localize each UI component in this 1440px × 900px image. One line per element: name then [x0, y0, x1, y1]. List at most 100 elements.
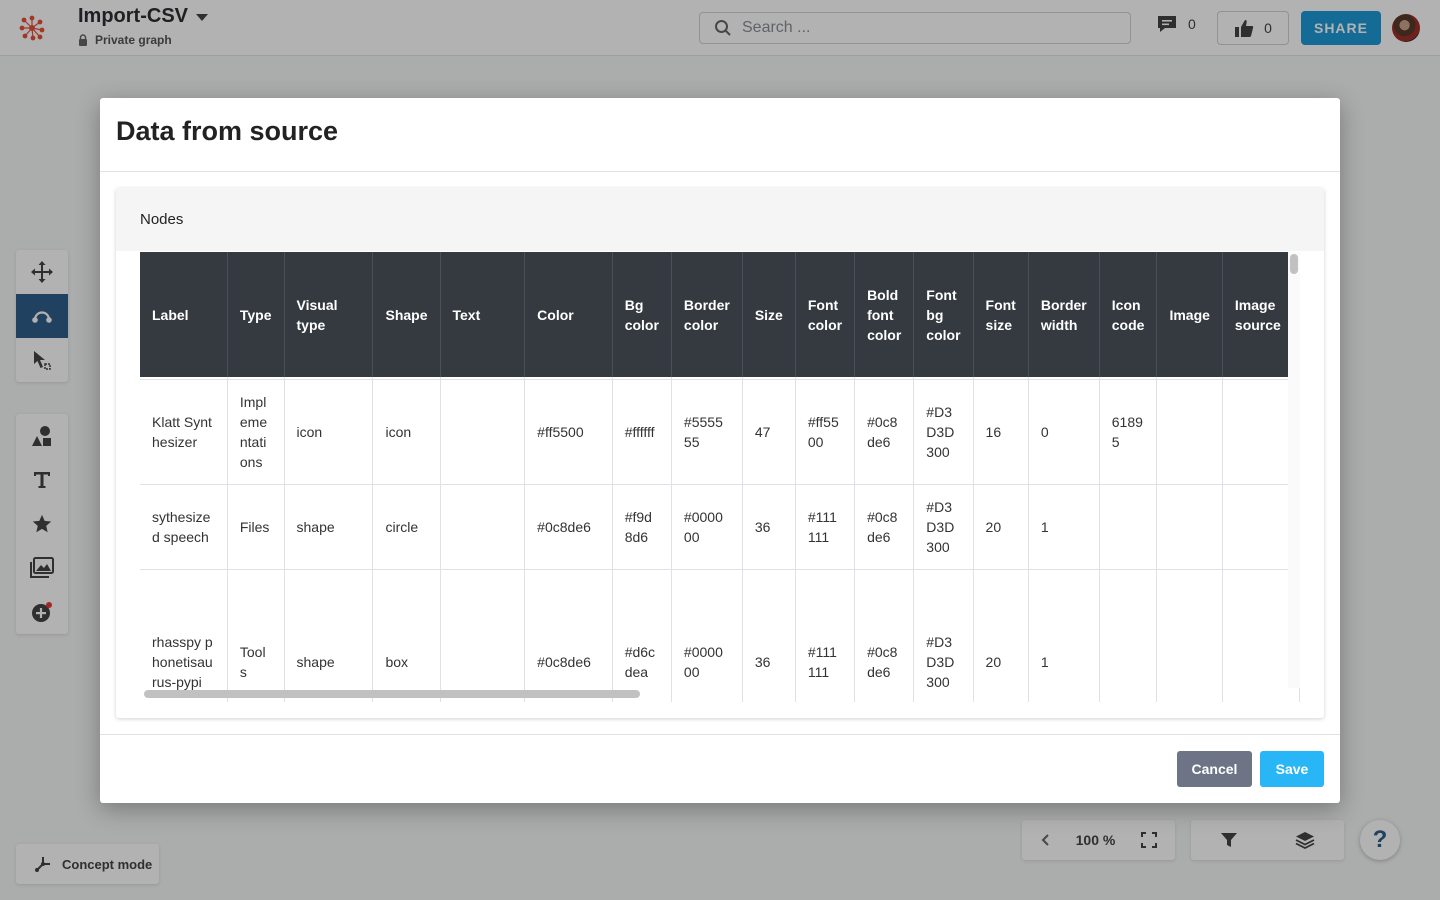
- column-header[interactable]: Image source: [1222, 252, 1300, 377]
- filter-icon[interactable]: [1220, 831, 1238, 849]
- text-tool[interactable]: [16, 458, 68, 502]
- concept-mode-button[interactable]: Concept mode: [16, 844, 159, 884]
- table-cell: 20: [973, 569, 1029, 702]
- column-header[interactable]: Text: [440, 252, 526, 377]
- top-bar: Import-CSV Private graph 0 0 SHARE: [0, 0, 1440, 56]
- column-header[interactable]: Icon code: [1099, 252, 1158, 377]
- search-box[interactable]: [699, 12, 1131, 44]
- table-cell: #D3D3D300: [913, 379, 974, 485]
- select-tool[interactable]: [16, 338, 68, 382]
- table-spacer-row: [140, 377, 1300, 380]
- concept-mode-icon: [35, 857, 50, 872]
- spacer-cell: [913, 377, 974, 380]
- table-cell: 61895: [1099, 379, 1158, 485]
- table-cell: 36: [742, 484, 796, 570]
- column-header[interactable]: Font size: [973, 252, 1029, 377]
- comments-button[interactable]: 0: [1156, 14, 1196, 34]
- dialog-title: Data from source: [116, 116, 339, 146]
- graph-title[interactable]: Import-CSV: [78, 5, 208, 28]
- table-cell: #D3D3D300: [913, 569, 974, 702]
- user-avatar[interactable]: [1392, 14, 1420, 42]
- column-header[interactable]: Image: [1156, 252, 1223, 377]
- column-header[interactable]: Type: [227, 252, 285, 377]
- table-cell: #D3D3D300: [913, 484, 974, 570]
- horizontal-scrollbar-thumb[interactable]: [144, 690, 640, 698]
- spacer-cell: [795, 377, 856, 380]
- spacer-cell: [372, 377, 441, 380]
- table-cell: shape: [284, 569, 374, 702]
- nodes-table: Label Type Visual type Shape Text Color Bg col…: [140, 252, 1300, 702]
- spacer-cell: [671, 377, 743, 380]
- table-cell: 1: [1028, 484, 1100, 570]
- table-cell: #ff5500: [795, 379, 856, 485]
- shapes-tool[interactable]: [16, 414, 68, 458]
- table-cell: 20: [973, 484, 1029, 570]
- divider: [100, 734, 1340, 735]
- like-button[interactable]: 0: [1217, 11, 1289, 45]
- column-header[interactable]: Label: [140, 252, 228, 377]
- table-cell: 36: [742, 569, 796, 702]
- table-cell: sythesized speech: [140, 484, 228, 570]
- chevron-down-icon[interactable]: [196, 14, 208, 21]
- column-header[interactable]: Color: [524, 252, 613, 377]
- navigation-tools: [16, 250, 68, 382]
- table-cell: [1099, 569, 1158, 702]
- table-cell: 47: [742, 379, 796, 485]
- move-arrows-icon: [31, 261, 53, 283]
- add-node-tool[interactable]: [16, 590, 68, 634]
- table-cell: [440, 569, 526, 702]
- table-cell: #000000: [671, 484, 743, 570]
- column-header[interactable]: Bg color: [612, 252, 672, 377]
- app-logo-icon[interactable]: [18, 14, 46, 42]
- icon-tool[interactable]: [16, 502, 68, 546]
- column-header[interactable]: Size: [742, 252, 796, 377]
- column-header[interactable]: Font bg color: [913, 252, 974, 377]
- share-button[interactable]: SHARE: [1301, 11, 1381, 45]
- fullscreen-icon[interactable]: [1140, 832, 1157, 848]
- spacer-cell: [1156, 377, 1223, 380]
- table-cell: [440, 484, 526, 570]
- table-row[interactable]: rhasspy phonetisaurus-pypi Tools shape box #…: [140, 569, 1300, 702]
- insert-tools: [16, 414, 68, 634]
- connect-tool[interactable]: [16, 294, 68, 338]
- table-row[interactable]: sythesized speech Files shape circle #0c8de6…: [140, 484, 1300, 570]
- column-header[interactable]: Shape: [372, 252, 441, 377]
- nodes-section-title: Nodes: [140, 211, 184, 228]
- concept-mode-label: Concept mode: [62, 856, 153, 872]
- text-icon: [34, 472, 50, 488]
- column-header[interactable]: Font color: [795, 252, 856, 377]
- search-input[interactable]: [742, 19, 1122, 37]
- comments-count: 0: [1188, 16, 1196, 32]
- table-cell: #0c8de6: [524, 569, 613, 702]
- spacer-cell: [227, 377, 285, 380]
- move-tool[interactable]: [16, 250, 68, 294]
- vertical-scrollbar[interactable]: [1288, 252, 1300, 688]
- table-cell: circle: [372, 484, 441, 570]
- chevron-left-icon[interactable]: [1040, 833, 1050, 847]
- table-cell: #111111: [795, 484, 856, 570]
- cancel-button[interactable]: Cancel: [1177, 751, 1252, 787]
- table-body: Klatt Synthesizer Implementations icon icon…: [140, 377, 1300, 702]
- layers-icon[interactable]: [1295, 830, 1315, 850]
- column-header[interactable]: Border color: [671, 252, 743, 377]
- table-cell: Implementations: [227, 379, 285, 485]
- help-button[interactable]: ?: [1360, 820, 1400, 860]
- table-cell: Files: [227, 484, 285, 570]
- spacer-cell: [140, 377, 228, 380]
- horizontal-scrollbar[interactable]: [142, 688, 1300, 700]
- column-header[interactable]: Border width: [1028, 252, 1100, 377]
- vertical-scrollbar-thumb[interactable]: [1290, 254, 1298, 274]
- column-header[interactable]: Visual type: [284, 252, 374, 377]
- column-header[interactable]: Bold font color: [854, 252, 915, 377]
- table-cell: #111111: [795, 569, 856, 702]
- nodes-table-container[interactable]: Label Type Visual type Shape Text Color Bg col…: [140, 252, 1300, 702]
- table-cell: [1156, 484, 1223, 570]
- help-icon: ?: [1372, 826, 1388, 853]
- zoom-level: 100 %: [1075, 832, 1116, 848]
- save-button[interactable]: Save: [1260, 751, 1324, 787]
- image-tool[interactable]: [16, 546, 68, 590]
- table-cell: [1222, 484, 1300, 570]
- table-cell: [1099, 484, 1158, 570]
- table-cell: #d6cdea: [612, 569, 672, 702]
- table-row[interactable]: Klatt Synthesizer Implementations icon icon…: [140, 379, 1300, 485]
